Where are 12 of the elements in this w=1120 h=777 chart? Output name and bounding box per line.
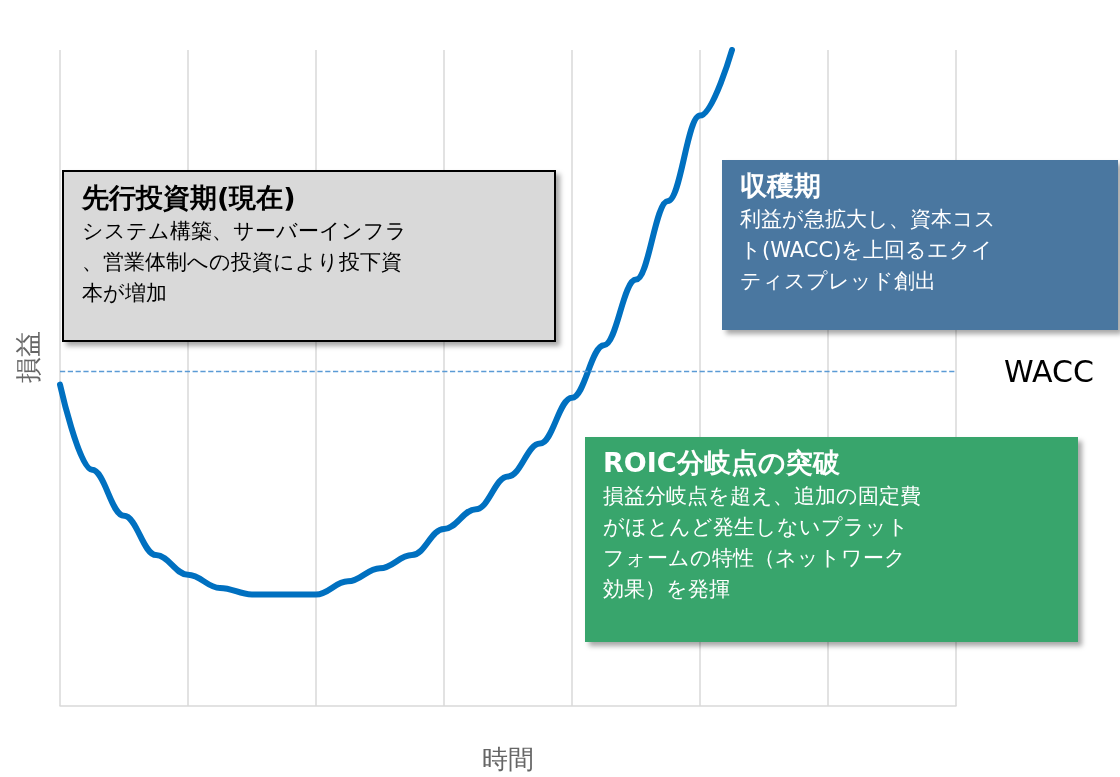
- annotation: 先行投資期(現在): [82, 181, 297, 215]
- annotation: ROIC分岐点の突破: [603, 446, 841, 480]
- annotation: 損益分岐点を超え、追加の固定費がほとんど発生しないプラットフォームの特性（ネットワーク効果）を発揮: [603, 483, 922, 603]
- callout-box: 収穫期 利益が急拡大し、資本コスト(WACC)を上回るエクイティスプレッド創出: [722, 160, 1118, 330]
- callout-box: 先行投資期(現在) システム構築、サーバーインフラ、営業体制への投資により投下資本が増加: [62, 170, 556, 342]
- annotation: システム構築、サーバーインフラ、営業体制への投資により投下資本が増加: [82, 218, 408, 307]
- x-axis-title: 時間: [482, 744, 534, 774]
- ref-line-label: WACC: [1004, 353, 1094, 389]
- annotation: 収穫期: [740, 169, 822, 203]
- callout-box: ROIC分岐点の突破 損益分岐点を超え、追加の固定費がほとんど発生しないプラットフォームの特性（ネットワーク効果）を発揮: [585, 437, 1078, 642]
- annotation: 利益が急拡大し、資本コスト(WACC)を上回るエクイティスプレッド創出: [740, 206, 996, 295]
- y-axis-title: 損益: [13, 331, 43, 383]
